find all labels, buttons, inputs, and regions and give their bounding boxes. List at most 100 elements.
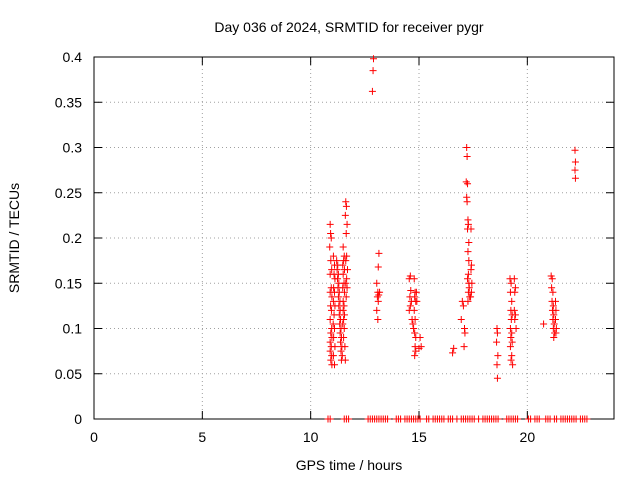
data-point [326, 338, 334, 346]
data-point [340, 288, 348, 296]
data-point [338, 352, 346, 360]
data-point [331, 325, 338, 332]
data-point [342, 257, 350, 265]
data-point [327, 329, 335, 337]
data-point [583, 415, 591, 423]
data-point [343, 284, 351, 292]
data-point [459, 302, 467, 310]
axis-ticks [93, 56, 614, 420]
data-point [410, 275, 418, 283]
data-point [464, 180, 472, 188]
data-point [493, 338, 501, 346]
data-point [342, 229, 350, 237]
data-point [340, 315, 348, 323]
data-point [467, 293, 475, 301]
data-point [493, 361, 501, 369]
data-point [327, 306, 335, 314]
data-point [511, 284, 519, 292]
data-point [509, 361, 517, 369]
data-point [340, 311, 348, 319]
data-point [373, 306, 381, 314]
data-point [337, 338, 345, 346]
y-tick-label: 0 [74, 411, 82, 427]
data-point [416, 334, 424, 342]
data-point [406, 302, 414, 310]
data-point [374, 297, 382, 305]
data-point [464, 275, 472, 283]
data-point [465, 284, 473, 292]
data-point [327, 356, 335, 364]
data-point [552, 297, 559, 305]
data-point [339, 306, 347, 314]
data-point [334, 275, 342, 283]
data-point [333, 266, 341, 274]
data-point [511, 315, 519, 323]
data-point [571, 166, 579, 174]
data-point [326, 220, 334, 228]
data-point [467, 266, 475, 274]
y-tick-label: 0.25 [55, 185, 82, 201]
data-point [450, 344, 458, 352]
y-tick-label: 0.4 [63, 49, 83, 65]
data-point [415, 344, 423, 352]
data-point [462, 178, 470, 186]
data-point [340, 325, 348, 332]
data-point [549, 302, 557, 310]
data-point [457, 315, 465, 323]
data-point [327, 257, 335, 265]
data-point [342, 279, 350, 287]
data-point [540, 320, 548, 328]
data-point [550, 320, 558, 328]
grid-lines [94, 57, 614, 419]
data-point [511, 288, 519, 296]
x-axis-label: GPS time / hours [296, 457, 403, 473]
data-point [339, 320, 347, 328]
x-tick-label: 5 [198, 429, 206, 445]
data-point [368, 87, 376, 95]
data-point [464, 270, 472, 278]
data-point [373, 293, 381, 301]
data-point [512, 325, 520, 332]
y-tick-label: 0.3 [63, 140, 83, 156]
y-tick-label: 0.2 [63, 230, 83, 246]
data-point [343, 275, 351, 283]
data-point [329, 352, 337, 360]
data-point [506, 343, 514, 351]
data-point [411, 343, 419, 351]
data-point [460, 343, 468, 351]
data-point [510, 306, 518, 314]
data-point [549, 288, 557, 296]
data-point [508, 338, 516, 346]
data-point [449, 349, 457, 357]
data-point [334, 293, 342, 301]
chart-title: Day 036 of 2024, SRMTID for receiver pyg… [214, 19, 484, 35]
data-point [326, 243, 334, 251]
data-point [552, 315, 559, 323]
data-point [339, 243, 347, 251]
data-point [552, 329, 560, 337]
data-point [410, 306, 418, 314]
data-point [493, 329, 501, 337]
data-point [343, 252, 351, 260]
data-point [327, 229, 335, 237]
data-point [550, 334, 558, 342]
data-point [342, 202, 350, 210]
data-point [329, 320, 337, 328]
data-point [337, 347, 345, 355]
data-point [384, 415, 392, 423]
data-point [507, 334, 515, 342]
data-point [340, 302, 348, 310]
data-point [330, 334, 338, 342]
y-tick-label: 0.1 [63, 321, 83, 337]
data-point [468, 279, 476, 287]
data-point [370, 55, 377, 63]
data-point [329, 297, 337, 305]
data-point [463, 144, 471, 151]
data-point [465, 257, 473, 265]
data-point [571, 146, 579, 154]
data-point [464, 248, 472, 256]
data-point [374, 263, 382, 271]
data-point [535, 415, 543, 423]
data-point [508, 329, 516, 337]
